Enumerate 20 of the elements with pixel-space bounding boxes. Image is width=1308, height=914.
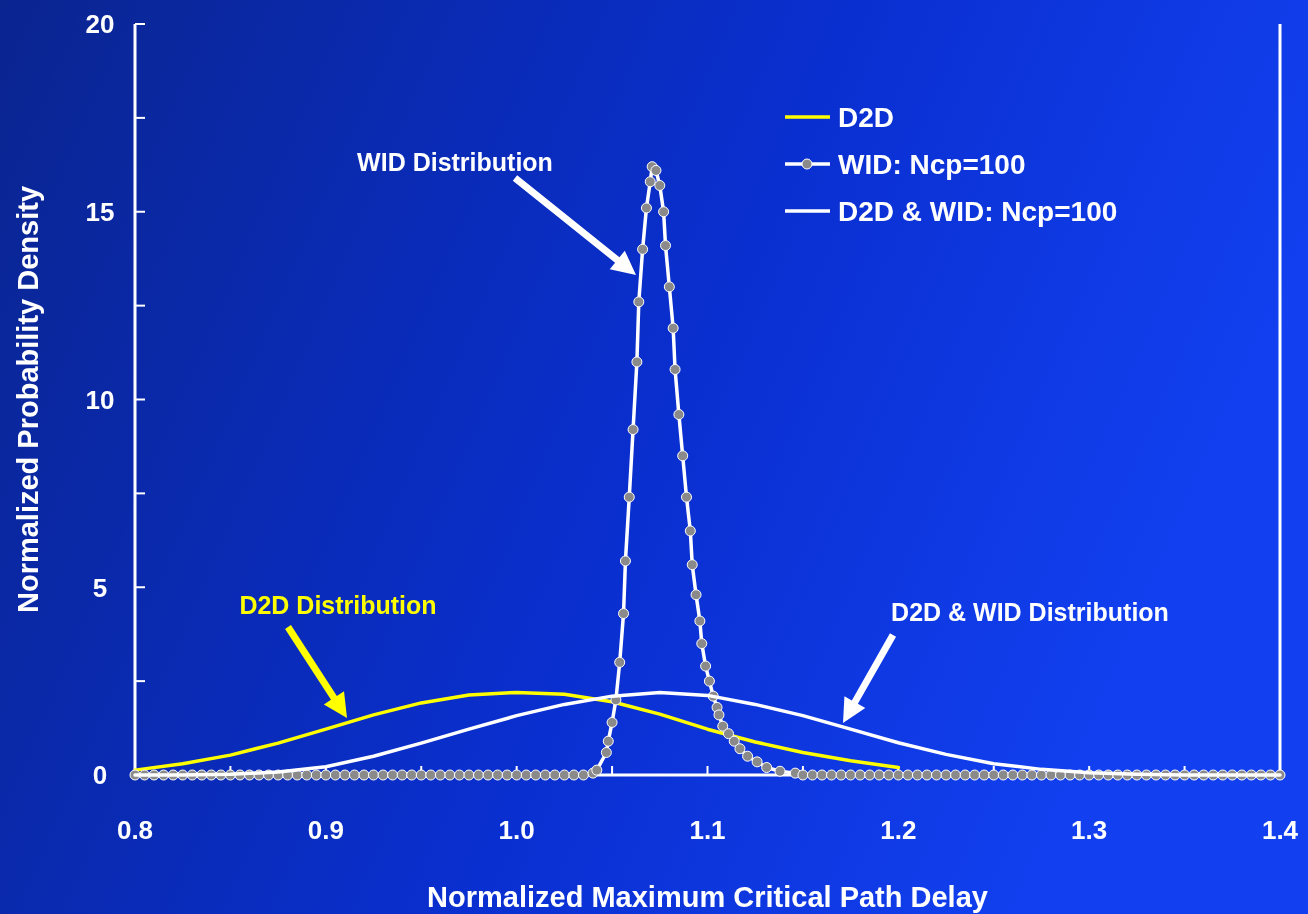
y-tick-label: 20 xyxy=(85,9,115,40)
legend-label: D2D xyxy=(838,102,895,134)
annotation: D2D Distribution xyxy=(239,590,437,619)
x-tick-label: 1.4 xyxy=(1261,815,1299,845)
legend-label: D2D & WID: Ncp=100 xyxy=(838,196,1118,228)
annotation: WID Distribution xyxy=(357,147,553,176)
x-tick-label: 1.0 xyxy=(498,815,535,845)
annotation: D2D & WID Distribution xyxy=(891,597,1169,626)
x-tick-label: 1.2 xyxy=(880,815,917,845)
y-axis-title: Normalized Probability Density xyxy=(12,185,44,614)
x-tick-label: 0.8 xyxy=(116,815,154,845)
y-tick-label: 0 xyxy=(92,760,108,791)
legend-label: WID: Ncp=100 xyxy=(838,149,1026,181)
y-tick-label: 5 xyxy=(92,572,108,603)
y-tick-label: 10 xyxy=(85,384,115,415)
x-tick-label: 1.1 xyxy=(689,815,726,845)
x-tick-label: 1.3 xyxy=(1071,815,1108,845)
x-axis-title: Normalized Maximum Critical Path Delay xyxy=(427,881,988,913)
x-tick-label: 0.9 xyxy=(307,815,344,845)
y-tick-label: 15 xyxy=(85,197,115,228)
